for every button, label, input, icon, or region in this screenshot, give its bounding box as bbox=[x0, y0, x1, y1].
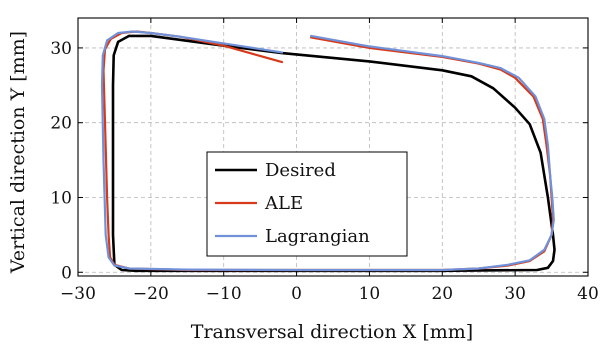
x-tick-label: 0 bbox=[291, 284, 302, 304]
legend: Desired ALE Lagrangian bbox=[206, 151, 408, 257]
x-tick-label: −10 bbox=[206, 284, 242, 304]
x-tick-label: −30 bbox=[60, 284, 96, 304]
x-tick-label: 30 bbox=[504, 284, 526, 304]
ticks: −30 −20 −10 0 10 20 30 40 0 10 20 30 bbox=[50, 18, 599, 304]
plot-frame bbox=[77, 17, 589, 277]
x-tick-label: 20 bbox=[431, 284, 453, 304]
series-line-desired bbox=[111, 34, 556, 273]
x-tick-label: 10 bbox=[359, 284, 381, 304]
plot-border bbox=[77, 17, 589, 277]
y-tick-label: 10 bbox=[50, 188, 72, 208]
y-tick-label: 20 bbox=[50, 114, 72, 134]
legend-label-desired: Desired bbox=[265, 160, 336, 181]
y-axis-title: Vertical direction Y [mm] bbox=[7, 31, 29, 274]
y-tick-label: 0 bbox=[61, 263, 72, 283]
legend-label-lagrangian: Lagrangian bbox=[265, 226, 370, 247]
x-tick-label: 40 bbox=[577, 284, 599, 304]
x-axis-title: Transversal direction X [mm] bbox=[191, 321, 473, 343]
legend-label-ale: ALE bbox=[264, 193, 303, 214]
x-tick-label: −20 bbox=[133, 284, 169, 304]
y-tick-label: 30 bbox=[50, 39, 72, 59]
series-line-lagrangian bbox=[100, 30, 555, 272]
series-layer bbox=[100, 30, 556, 273]
